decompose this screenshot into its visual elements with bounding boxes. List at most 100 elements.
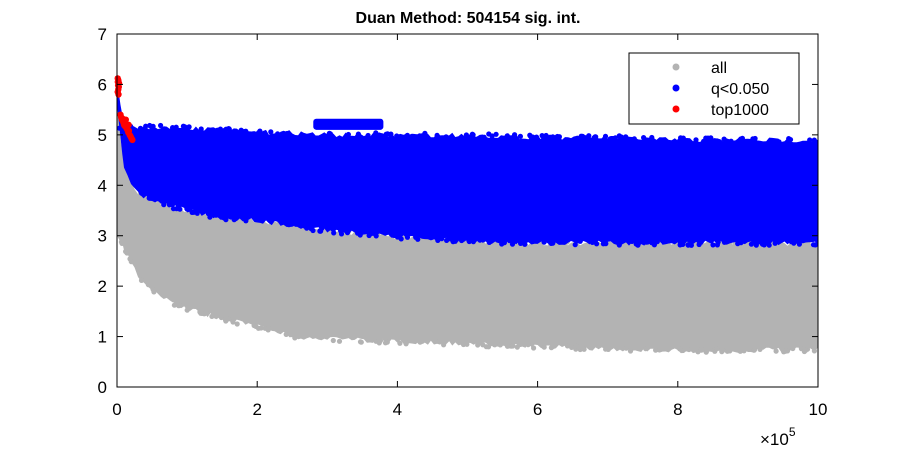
x-tick-label: 8	[673, 400, 682, 419]
data-point	[268, 218, 274, 224]
data-point	[714, 242, 721, 248]
data-point	[116, 125, 122, 131]
data-point	[541, 239, 547, 245]
data-point	[631, 136, 637, 142]
data-point	[807, 137, 813, 143]
y-tick-label: 0	[98, 378, 107, 397]
data-point	[714, 346, 720, 352]
data-point	[225, 316, 232, 322]
data-point	[217, 126, 223, 132]
data-point	[554, 133, 561, 140]
data-point	[379, 133, 385, 139]
data-point	[310, 227, 316, 234]
data-point	[358, 339, 364, 345]
data-point	[483, 344, 489, 350]
data-point	[268, 129, 274, 135]
data-point	[443, 134, 449, 140]
data-point	[751, 347, 758, 353]
data-point	[633, 239, 640, 245]
data-point	[222, 127, 228, 133]
legend-label: all	[711, 60, 727, 77]
y-tick-label: 3	[98, 227, 107, 246]
data-point	[226, 127, 232, 133]
data-point	[201, 311, 207, 317]
data-point	[129, 136, 136, 144]
data-point	[573, 343, 580, 349]
legend: all q<0.050 top1000	[628, 52, 800, 125]
data-point	[439, 236, 445, 242]
data-point	[376, 336, 382, 343]
series-band	[117, 97, 818, 354]
data-point	[422, 130, 428, 136]
data-point	[605, 346, 611, 352]
data-point	[258, 325, 264, 331]
data-point	[752, 135, 758, 142]
data-point	[703, 349, 709, 355]
data-point	[521, 240, 527, 246]
data-point	[366, 232, 372, 239]
data-point	[790, 345, 796, 352]
data-point	[504, 343, 511, 349]
data-point	[382, 340, 389, 346]
data-point	[738, 240, 744, 246]
data-point	[470, 239, 476, 245]
data-point	[317, 228, 323, 234]
data-point	[330, 337, 336, 344]
data-point	[728, 138, 734, 144]
data-point	[654, 239, 660, 245]
data-point	[230, 319, 236, 325]
x-exponent-label: ×105	[760, 425, 796, 449]
data-point	[784, 348, 791, 354]
y-tick-label: 5	[98, 126, 107, 145]
data-point	[240, 130, 246, 136]
data-point	[490, 340, 496, 346]
data-point	[434, 132, 440, 138]
data-point	[486, 239, 492, 245]
data-point	[510, 343, 516, 349]
data-point	[499, 241, 505, 247]
data-point	[142, 126, 148, 132]
data-point	[643, 346, 649, 352]
data-point	[275, 131, 281, 137]
data-point	[543, 132, 549, 139]
data-point	[564, 343, 571, 349]
data-point	[394, 133, 400, 139]
data-point	[721, 136, 727, 142]
data-point	[365, 132, 371, 139]
data-point	[404, 132, 410, 138]
data-point	[506, 238, 513, 244]
data-point	[574, 135, 580, 141]
data-point	[680, 135, 686, 141]
data-point	[602, 133, 609, 139]
data-point	[766, 242, 772, 248]
data-point	[517, 238, 523, 244]
data-point	[569, 344, 575, 350]
data-point	[548, 345, 555, 351]
data-point	[623, 345, 629, 351]
x-tick-label: 4	[393, 400, 402, 419]
data-point	[283, 331, 289, 337]
data-point	[372, 133, 378, 139]
legend-marker	[672, 63, 680, 71]
data-point	[158, 122, 164, 129]
data-point	[531, 345, 537, 351]
data-point	[509, 241, 516, 247]
y-tick-label: 4	[98, 176, 107, 195]
data-point	[710, 242, 716, 248]
data-point	[124, 250, 130, 256]
data-point	[284, 130, 290, 137]
data-point	[527, 133, 534, 139]
data-point	[170, 206, 177, 212]
y-tick-label: 1	[98, 328, 107, 347]
data-point	[150, 286, 156, 292]
data-point	[607, 136, 613, 142]
data-point	[481, 134, 487, 140]
data-point	[705, 135, 711, 141]
data-point	[161, 202, 167, 208]
data-point	[356, 133, 362, 140]
data-point	[510, 135, 516, 141]
data-point	[514, 344, 520, 350]
data-point	[146, 195, 152, 201]
data-point	[234, 321, 240, 327]
data-point	[397, 234, 403, 240]
